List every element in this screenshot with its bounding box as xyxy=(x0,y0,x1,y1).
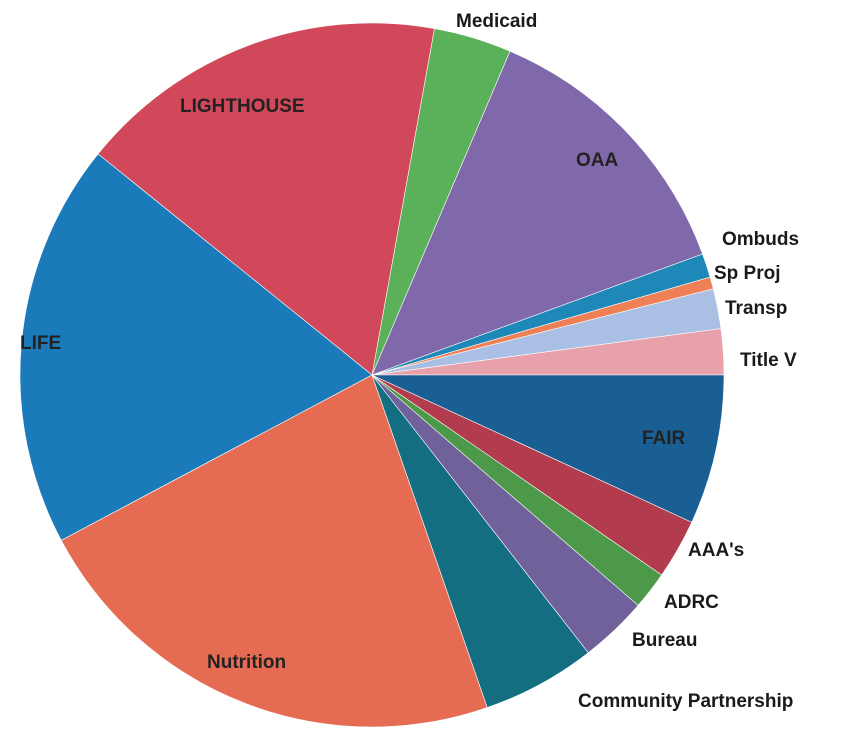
slice-label-oaa: OAA xyxy=(576,150,619,171)
slice-oaa xyxy=(371,50,703,376)
slice-lighthouse xyxy=(97,22,435,376)
slice-label-medicaid: Medicaid xyxy=(456,11,537,32)
slice-label-nutrition: Nutrition xyxy=(207,652,286,673)
slice-label-lighthouse: LIGHTHOUSE xyxy=(180,96,305,117)
slice-nutrition xyxy=(60,374,488,728)
slice-fair xyxy=(371,374,725,523)
slice-label-life: LIFE xyxy=(20,333,61,354)
slice-label-aaas: AAA's xyxy=(688,540,744,561)
pie-slices xyxy=(19,22,725,728)
slice-label-community-partnership: Community Partnership xyxy=(578,691,793,712)
slice-label-bureau: Bureau xyxy=(632,630,697,651)
slice-label-ombuds: Ombuds xyxy=(722,229,799,250)
slice-life xyxy=(19,153,373,541)
slice-label-sp-proj: Sp Proj xyxy=(714,263,781,284)
pie-labels: Title V Transp Sp Proj Ombuds OAA Medica… xyxy=(20,11,799,712)
slice-label-adrc: ADRC xyxy=(664,592,719,613)
slice-label-transp: Transp xyxy=(725,298,787,319)
slice-label-title-v: Title V xyxy=(740,350,797,371)
slice-label-fair: FAIR xyxy=(642,428,686,449)
